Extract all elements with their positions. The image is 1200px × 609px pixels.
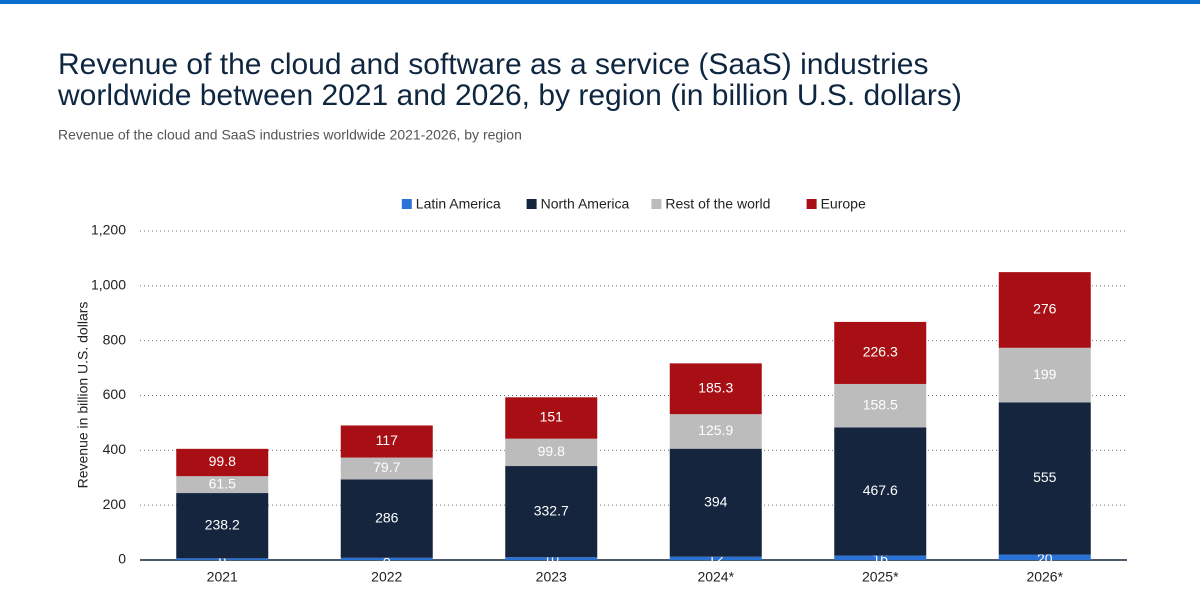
- bar-segment: [834, 555, 927, 560]
- bar-segment: [669, 414, 762, 449]
- chart-title: worldwide between 2021 and 2026, by regi…: [57, 79, 962, 112]
- bar-segment: [340, 457, 433, 480]
- y-tick-label: 800: [103, 331, 127, 347]
- y-tick-label: 1,000: [91, 277, 126, 293]
- bar-segment: [998, 554, 1091, 560]
- y-tick-label: 400: [103, 441, 127, 457]
- bar-segment: [176, 448, 269, 477]
- data-label: 20: [1037, 551, 1053, 567]
- legend-label: Latin America: [416, 196, 501, 212]
- bar-segment: [176, 493, 269, 559]
- data-label: 6: [218, 551, 226, 567]
- bar-segment: [998, 347, 1091, 403]
- data-label: 158.5: [863, 396, 898, 412]
- y-tick-label: 600: [103, 386, 127, 402]
- bar-segment: [834, 383, 927, 428]
- legend-label: Rest of the world: [665, 196, 770, 212]
- legend-swatch: [526, 199, 537, 209]
- x-tick-label: 2025*: [862, 569, 899, 585]
- legend-label: North America: [541, 196, 630, 212]
- bar-segment: [669, 448, 762, 557]
- bar-segment: [340, 479, 433, 558]
- data-label: 238.2: [205, 516, 240, 532]
- data-label: 99.8: [209, 453, 236, 469]
- y-tick-label: 0: [118, 551, 126, 567]
- data-label: 467.6: [863, 482, 898, 498]
- top-bar: [0, 0, 1200, 4]
- bar-segment: [176, 558, 269, 560]
- data-label: 394: [704, 493, 728, 509]
- y-axis-label: Revenue in billion U.S. dollars: [75, 302, 91, 489]
- data-label: 117: [376, 432, 399, 448]
- data-label: 185.3: [698, 379, 733, 395]
- x-tick-label: 2021: [207, 569, 238, 585]
- data-label: 8: [383, 551, 391, 567]
- chart-subtitle: Revenue of the cloud and SaaS industries…: [58, 127, 522, 143]
- x-tick-label: 2022: [371, 569, 402, 585]
- bar-segment: [176, 476, 269, 494]
- x-tick-label: 2024*: [697, 569, 734, 585]
- data-label: 226.3: [863, 344, 898, 360]
- bar-segment: [340, 425, 433, 458]
- x-tick-label: 2023: [536, 569, 567, 585]
- legend-swatch: [651, 199, 662, 209]
- bar-segment: [505, 557, 598, 560]
- data-label: 332.7: [534, 502, 569, 518]
- data-label: 199: [1033, 366, 1057, 382]
- legend-swatch: [401, 199, 412, 209]
- data-label: 99.8: [538, 443, 565, 459]
- data-label: 555: [1033, 469, 1057, 485]
- data-label: 276: [1033, 301, 1057, 317]
- bar-segment: [505, 438, 598, 467]
- bar-segment: [998, 272, 1091, 348]
- chart-title: Revenue of the cloud and software as a s…: [58, 48, 928, 81]
- data-label: 125.9: [698, 422, 733, 438]
- bar-segment: [669, 363, 762, 415]
- y-tick-label: 1,200: [91, 222, 126, 238]
- bar-segment: [834, 321, 927, 384]
- bar-segment: [505, 466, 598, 558]
- x-tick-label: 2026*: [1026, 569, 1063, 585]
- bar-segment: [998, 402, 1091, 555]
- data-label: 61.5: [209, 475, 236, 491]
- bar-segment: [669, 556, 762, 560]
- y-tick-label: 200: [103, 496, 127, 512]
- data-label: 286: [375, 509, 399, 525]
- data-label: 151: [540, 409, 564, 425]
- data-label: 79.7: [373, 459, 400, 475]
- bar-segment: [505, 397, 598, 439]
- legend-swatch: [806, 199, 817, 209]
- bar-segment: [340, 557, 433, 560]
- legend-label: Europe: [821, 196, 866, 212]
- bar-segment: [834, 427, 927, 556]
